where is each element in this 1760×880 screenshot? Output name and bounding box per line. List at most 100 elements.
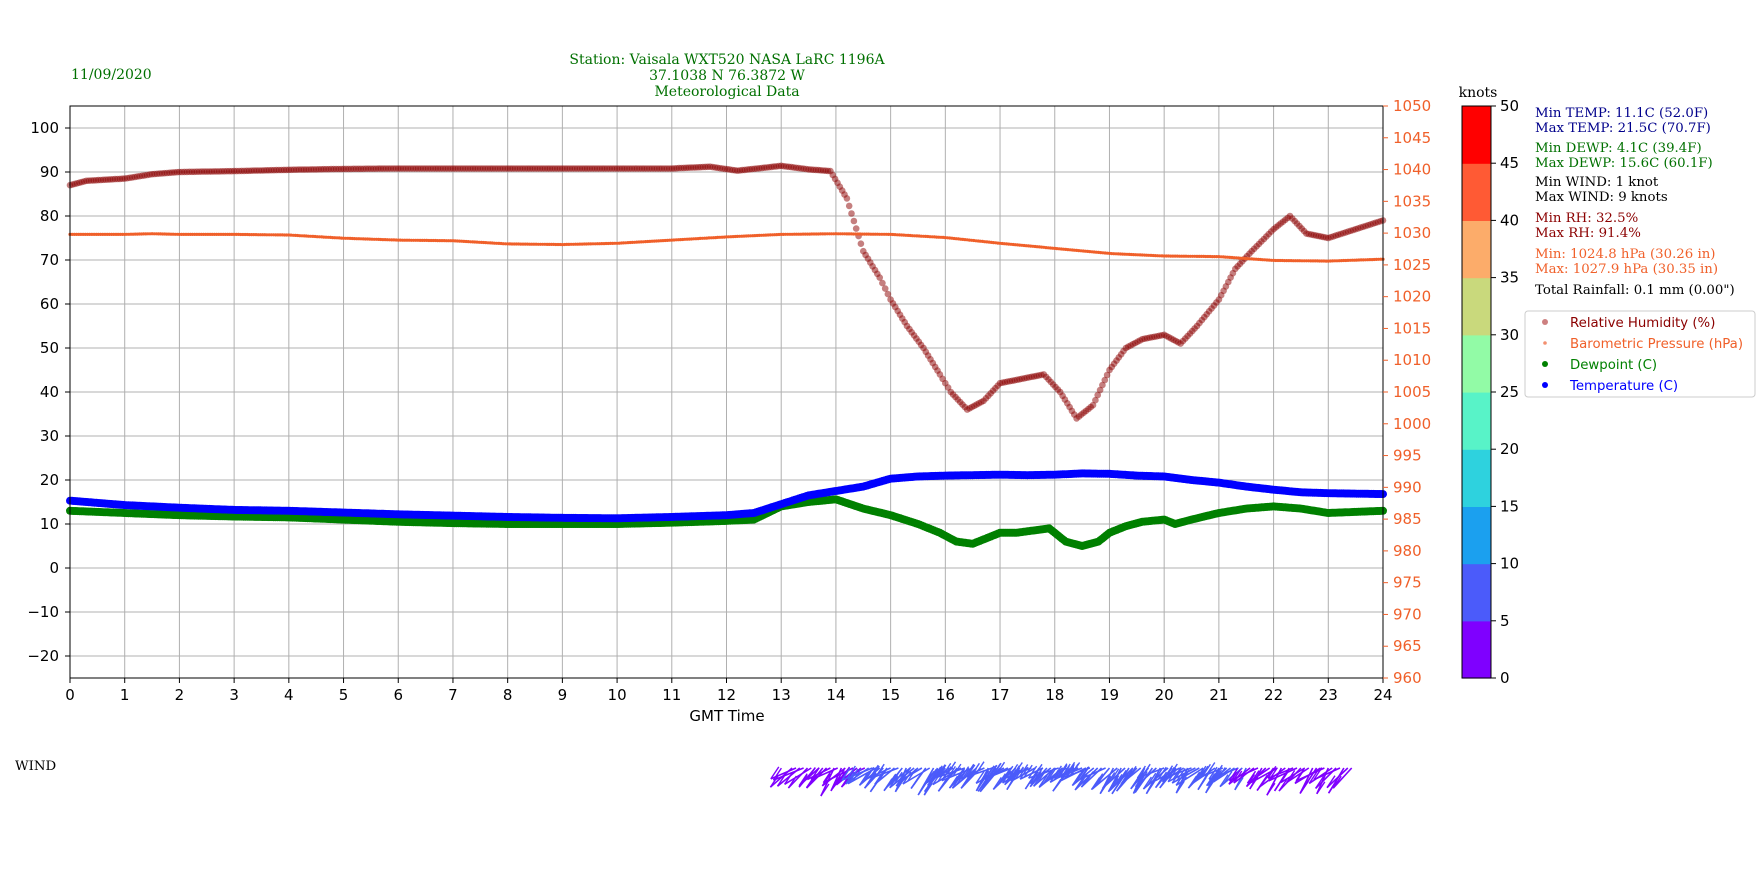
y-left-tick-label: 70 (40, 251, 59, 269)
pressure-point (107, 232, 111, 236)
humidity-point (876, 274, 883, 281)
series-layer (66, 162, 1387, 550)
legend-label-temperature: Temperature (C) (1569, 379, 1678, 394)
pressure-point (838, 232, 842, 236)
pressure-point (401, 238, 405, 242)
wind-barb (1246, 767, 1271, 784)
pressure-point (829, 232, 834, 236)
pressure-point (449, 239, 453, 243)
pressure-point (201, 232, 206, 236)
x-tick-label: 6 (393, 686, 403, 704)
pressure-point (112, 232, 116, 236)
pressure-point (1285, 259, 1289, 263)
pressure-point (429, 238, 433, 243)
pressure-point (110, 232, 114, 236)
y-right-tick-label: 965 (1393, 637, 1422, 655)
pressure-point (72, 232, 76, 236)
y-left-tick-label: −10 (27, 603, 59, 621)
pressure-point (1212, 255, 1217, 259)
pressure-point (105, 232, 109, 236)
wind-barb (1308, 767, 1333, 785)
pressure-point (431, 238, 435, 243)
x-axis: 0 1 2 3 4 5 6 7 8 9 10 11 12 13 14 15 16 17 18 19 20 21 22 23 24 (65, 678, 1393, 704)
y-right-tick-label: 985 (1393, 510, 1422, 528)
pressure-point (1180, 254, 1184, 258)
pressure-point (803, 232, 807, 236)
pressure-point (1368, 258, 1372, 262)
pressure-point (83, 232, 87, 236)
pressure-point (801, 232, 805, 236)
pressure-point (372, 237, 376, 241)
pressure-point (85, 232, 90, 236)
humidity-point (848, 210, 855, 217)
colorbar-segment (1462, 277, 1491, 336)
humidity-point (857, 240, 865, 247)
pressure-point (587, 242, 591, 246)
legend-marker-humidity (1542, 319, 1548, 325)
pressure-point (239, 232, 243, 237)
x-tick-label: 3 (229, 686, 239, 704)
grid (69, 106, 1384, 678)
pressure-point (1359, 258, 1363, 262)
colorbar-segment (1462, 106, 1491, 164)
pressure-point (860, 232, 864, 236)
y-axis-left: −20 −10 0 10 20 30 40 50 60 70 80 90 100 (27, 119, 70, 665)
pressure-point (118, 232, 122, 236)
min-wind-text: Min WIND: 1 knot (1535, 175, 1659, 190)
pressure-point (506, 242, 510, 246)
pressure-point (1293, 259, 1298, 263)
pressure-point (1313, 259, 1317, 263)
pressure-point (600, 242, 604, 246)
y-right-tick-label: 1020 (1393, 288, 1431, 306)
min-pres-text: Min: 1024.8 hPa (30.26 in) (1535, 247, 1715, 262)
pressure-point (1300, 259, 1304, 263)
y-left-tick-label: 80 (40, 207, 59, 225)
y-right-tick-label: 1010 (1393, 351, 1431, 369)
pressure-point (878, 232, 882, 236)
pressure-point (519, 242, 523, 246)
pressure-point (381, 238, 385, 242)
max-temp-text: Max TEMP: 21.5C (70.7F) (1535, 121, 1711, 136)
pressure-point (797, 232, 801, 236)
wind-barb (1208, 764, 1239, 780)
pressure-point (840, 232, 845, 236)
pressure-point (420, 238, 424, 242)
pressure-point (573, 242, 578, 246)
x-tick-label: 12 (717, 686, 736, 704)
wind-barb (902, 767, 931, 785)
pressure-point (444, 239, 448, 243)
humidity-point (881, 285, 889, 292)
y-right-tick-label: 1030 (1393, 224, 1431, 242)
x-tick-label: 7 (448, 686, 458, 704)
pressure-point (204, 232, 208, 236)
pressure-point (869, 232, 873, 236)
legend-marker-temperature (1542, 382, 1548, 388)
pressure-point (856, 232, 860, 236)
y-left-tick-label: 60 (40, 295, 59, 313)
pressure-point (847, 232, 851, 236)
min-dewp-text: Min DEWP: 4.1C (39.4F) (1535, 141, 1702, 156)
humidity-point (1099, 381, 1106, 389)
pressure-point (1169, 254, 1173, 258)
wind-barb (987, 761, 1013, 779)
x-tick-label: 16 (936, 686, 955, 704)
humidity-point (850, 217, 858, 225)
pressure-point (418, 238, 422, 242)
legend-marker-dewpoint (1542, 361, 1548, 367)
x-tick-label: 19 (1100, 686, 1119, 704)
colorbar-title: knots (1459, 85, 1498, 101)
pressure-point (1291, 259, 1295, 263)
pressure-point (285, 233, 289, 237)
wind-barb (1175, 767, 1204, 786)
colorbar-segment (1462, 620, 1491, 679)
y-left-tick-label: 0 (49, 559, 59, 577)
pressure-point (1186, 254, 1190, 258)
wind-barb (1280, 767, 1306, 784)
pressure-point (210, 232, 214, 236)
pressure-point (541, 242, 545, 246)
wind-barb (1258, 767, 1286, 788)
wind-barb (1332, 767, 1353, 789)
pressure-point (228, 232, 232, 236)
pressure-point (512, 242, 516, 246)
pressure-point (880, 232, 884, 236)
